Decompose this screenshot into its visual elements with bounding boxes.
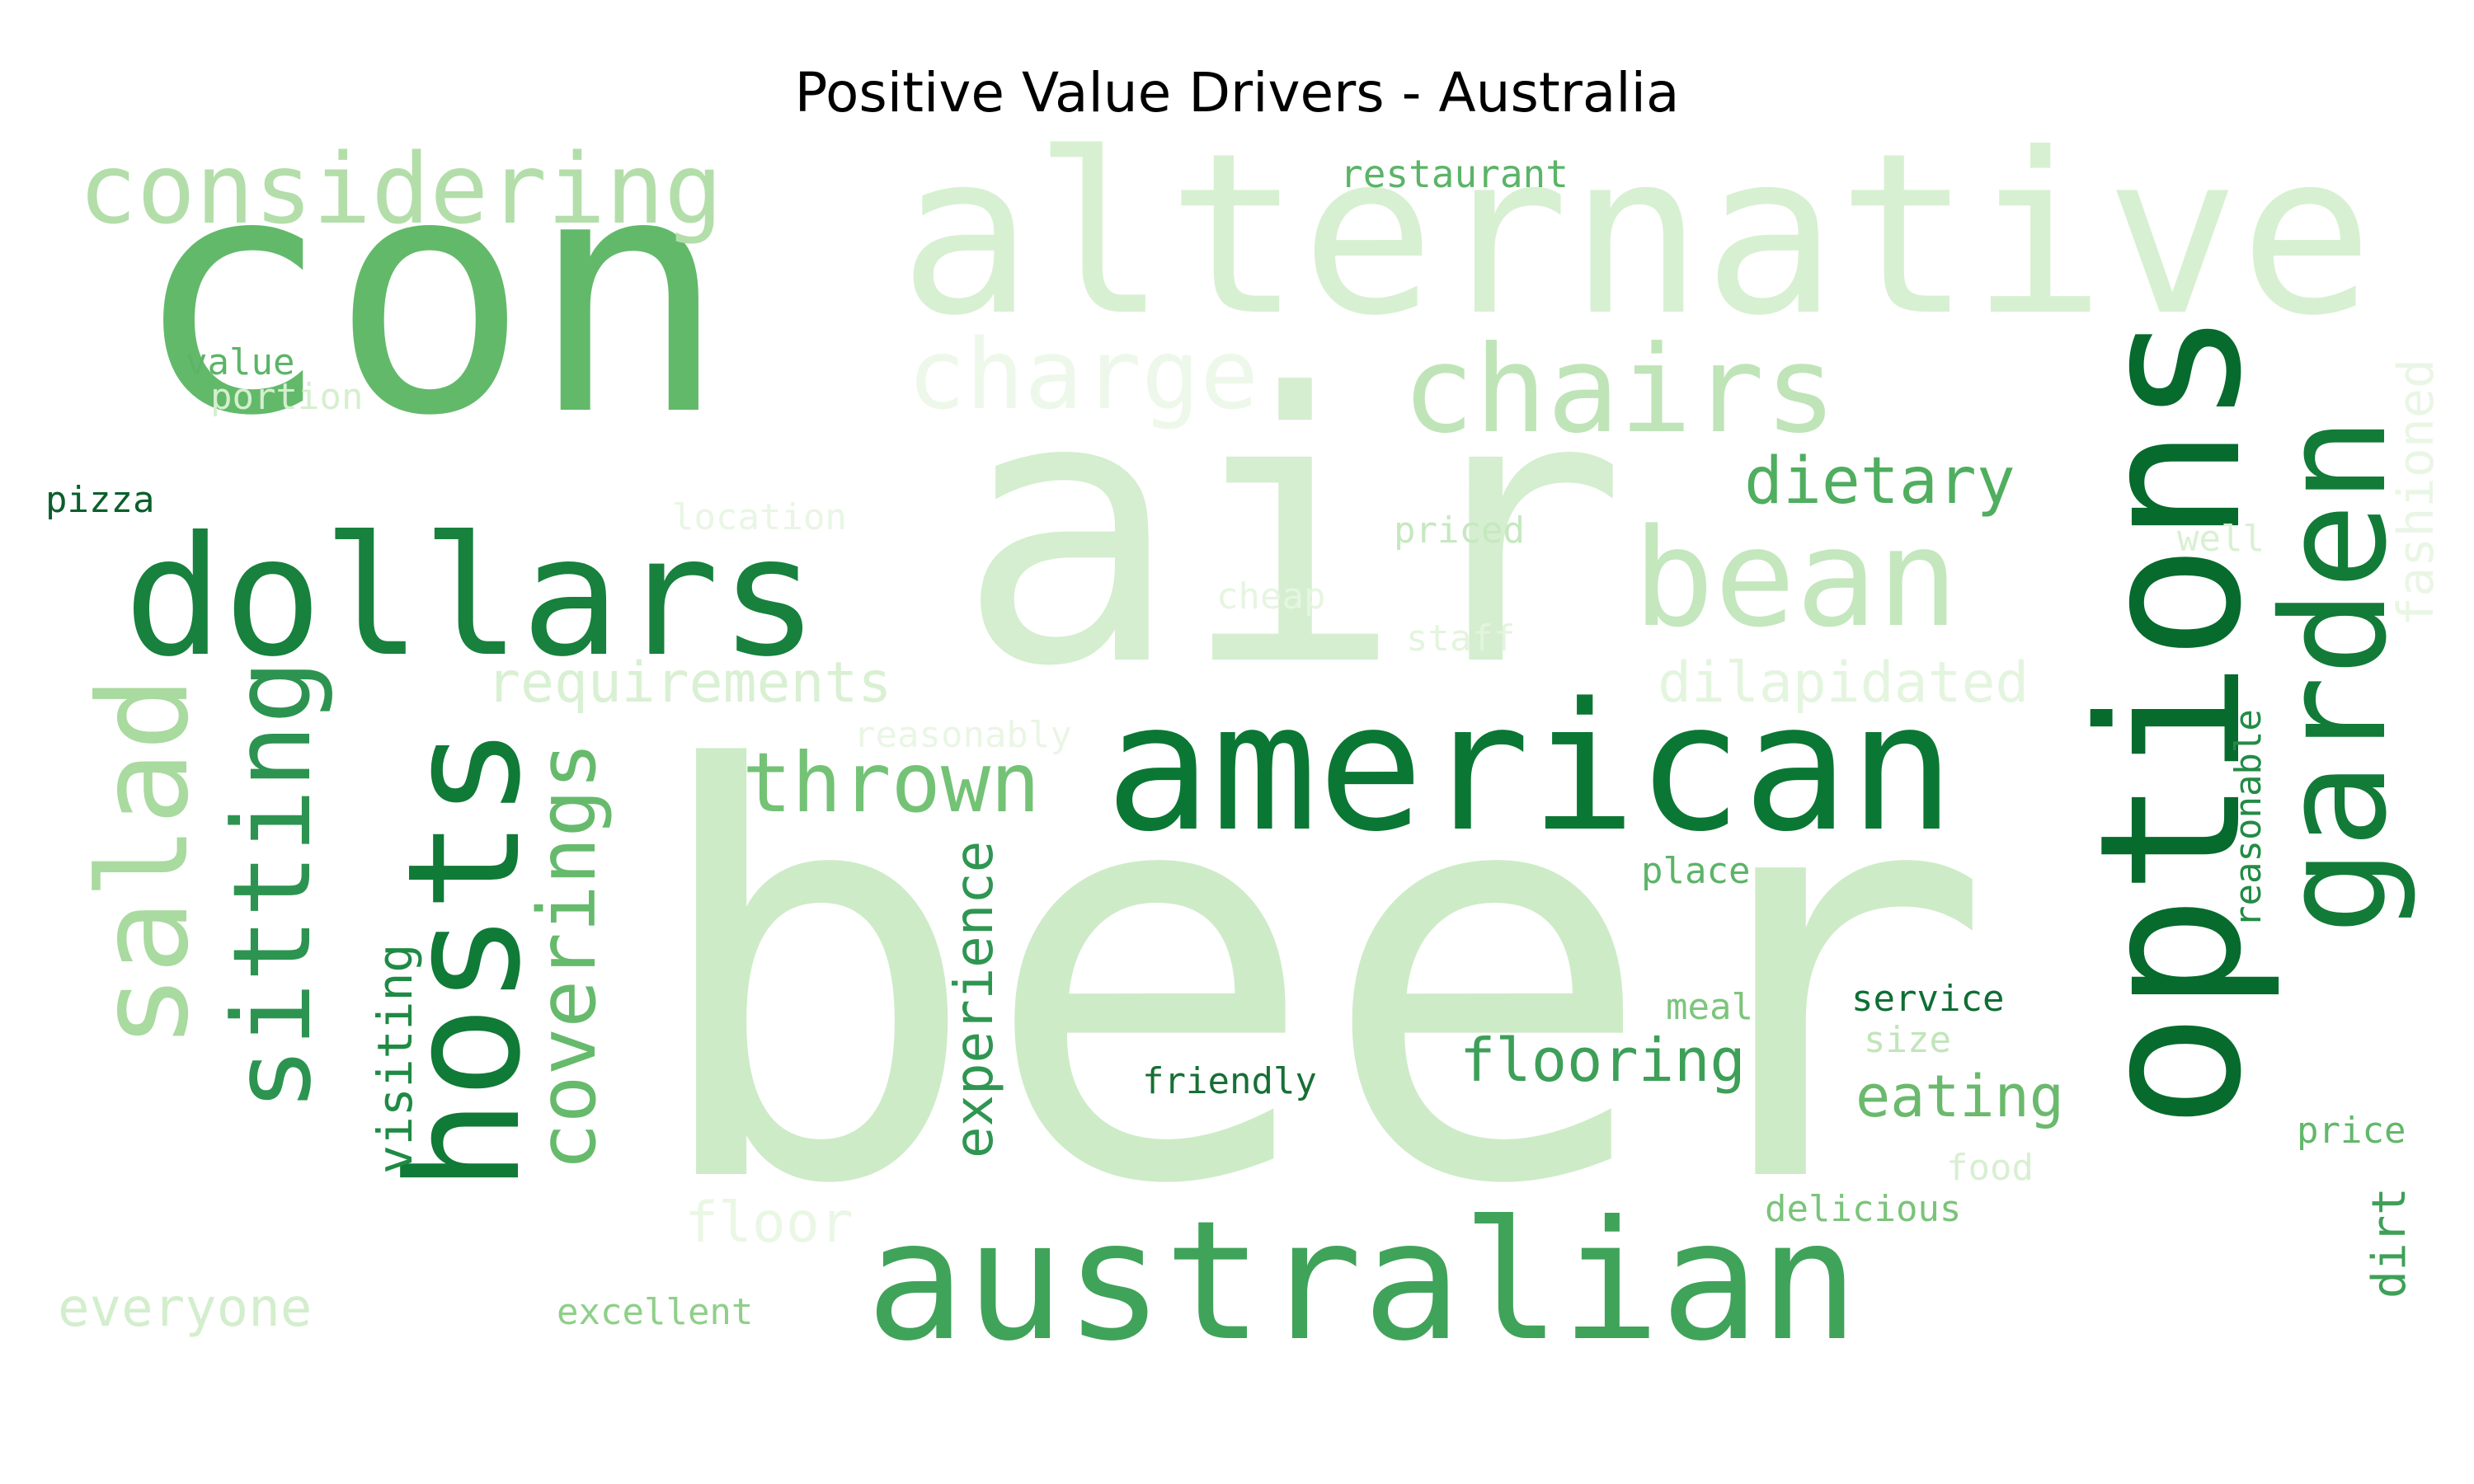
word-beer: beer [643,655,1994,1307]
word-reasonably: reasonably [854,714,1072,756]
word-dollars: dollars [124,501,819,693]
word-charge: charge [907,317,1259,431]
word-garden: garden [2251,416,2419,935]
word-requirements: requirements [487,650,892,716]
word-everyone: everyone [58,1278,313,1339]
word-staff: staff [1406,618,1516,660]
word-pizza: pizza [45,479,155,521]
word-priced: priced [1394,510,1525,552]
word-floor: floor [684,1190,854,1256]
word-alternative: alternative [899,105,2374,364]
word-cheap: cheap [1216,575,1326,618]
word-visiting: visiting [367,943,423,1174]
word-sitting: sitting [209,660,335,1111]
word-experience: experience [944,840,1005,1158]
word-chairs: chairs [1402,320,1837,460]
word-service: service [1851,978,2005,1020]
word-fashioned: fashioned [2387,358,2445,627]
word-food: food [1946,1147,2034,1189]
word-value: value [186,341,295,383]
word-american: american [1105,665,1955,871]
word-flooring: flooring [1460,1026,1746,1095]
word-dilapidated: dilapidated [1658,650,2030,716]
word-excellent: excellent [557,1291,754,1333]
word-salad: salad [73,676,216,1049]
word-coverings: coverings [521,741,614,1171]
word-location: location [672,496,847,538]
word-place: place [1641,850,1751,892]
word-eating: eating [1856,1063,2064,1130]
word-meal: meal [1666,986,1753,1028]
word-restaurant: restaurant [1340,152,1569,196]
word-dietary: dietary [1744,444,2015,519]
word-well: well [2177,518,2265,560]
word-dirt: dirt [2363,1187,2416,1298]
word-size: size [1864,1019,1951,1061]
word-considering: considering [78,132,723,246]
word-thrown: thrown [742,735,1041,831]
word-friendly: friendly [1142,1060,1317,1102]
word-reasonable: reasonable [2227,709,2269,928]
word-portion: portion [210,376,364,418]
word-price: price [2297,1110,2406,1152]
word-bean: bean [1633,500,1959,657]
word-australian: australian [866,1186,1860,1378]
word-air: air [957,316,1627,748]
word-con: con [132,105,728,488]
chart-title: Positive Value Drivers - Australia [794,61,1680,124]
word-delicious: delicious [1765,1188,1962,1230]
